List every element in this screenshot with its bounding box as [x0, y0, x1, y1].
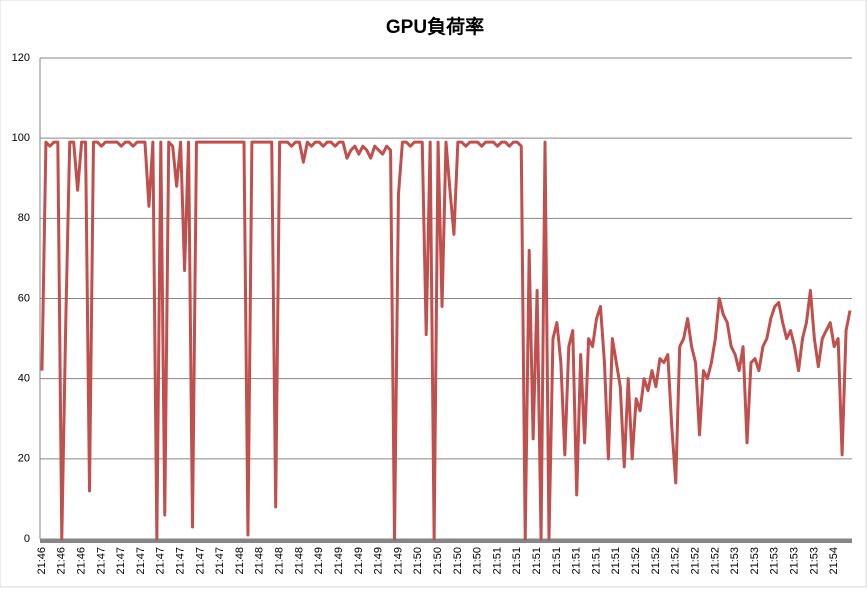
- x-tick-label: 21:53: [808, 547, 820, 575]
- x-tick-label: 21:52: [670, 547, 682, 575]
- x-tick-label: 21:46: [56, 547, 68, 575]
- y-tick-label: 100: [12, 132, 30, 144]
- x-tick-label: 21:47: [194, 547, 206, 575]
- x-tick-label: 21:47: [115, 547, 127, 575]
- x-tick-label: 21:51: [511, 547, 523, 575]
- x-tick-label: 21:49: [353, 547, 365, 575]
- x-tick-label: 21:52: [709, 547, 721, 575]
- x-tick-label: 21:54: [828, 547, 840, 575]
- y-tick-label: 120: [12, 52, 30, 64]
- y-tick-label: 80: [18, 212, 30, 224]
- x-tick-label: 21:47: [95, 547, 107, 575]
- x-tick-label: 21:50: [412, 547, 424, 575]
- y-tick-label: 0: [24, 533, 30, 545]
- x-tick-label: 21:46: [75, 547, 87, 575]
- x-tick-label: 21:51: [551, 547, 563, 575]
- y-tick-label: 40: [18, 373, 30, 385]
- x-tick-label: 21:52: [689, 547, 701, 575]
- x-tick-label: 21:50: [472, 547, 484, 575]
- x-tick-label: 21:47: [214, 547, 226, 575]
- x-tick-label: 21:49: [333, 547, 345, 575]
- data-line: [40, 140, 852, 541]
- x-tick-label: 21:53: [769, 547, 781, 575]
- x-tick-label: 21:51: [491, 547, 503, 575]
- x-axis-band: [40, 539, 852, 543]
- x-tick-label: 21:51: [590, 547, 602, 575]
- x-tick-label: 21:51: [531, 547, 543, 575]
- x-tick-label: 21:51: [571, 547, 583, 575]
- x-tick-label: 21:47: [175, 547, 187, 575]
- x-tick-label: 21:51: [610, 547, 622, 575]
- x-tick-label: 21:46: [36, 547, 48, 575]
- y-tick-label: 60: [18, 292, 30, 304]
- x-tick-label: 21:47: [135, 547, 147, 575]
- x-tick-label: 21:53: [749, 547, 761, 575]
- x-tick-label: 21:48: [254, 547, 266, 575]
- x-tick-label: 21:52: [650, 547, 662, 575]
- x-tick-label: 21:48: [234, 547, 246, 575]
- x-tick-label: 21:47: [155, 547, 167, 575]
- chart-title: GPU負荷率: [386, 15, 484, 38]
- x-tick-label: 21:53: [729, 547, 741, 575]
- x-tick-label: 21:48: [274, 547, 286, 575]
- x-tick-label: 21:48: [293, 547, 305, 575]
- x-tick-label: 21:50: [452, 547, 464, 575]
- x-tick-label: 21:50: [432, 547, 444, 575]
- x-tick-label: 21:53: [788, 547, 800, 575]
- x-tick-label: 21:49: [313, 547, 325, 575]
- y-tick-label: 20: [18, 453, 30, 465]
- x-tick-label: 21:49: [373, 547, 385, 575]
- x-tick-label: 21:49: [392, 547, 404, 575]
- x-tick-label: 21:52: [630, 547, 642, 575]
